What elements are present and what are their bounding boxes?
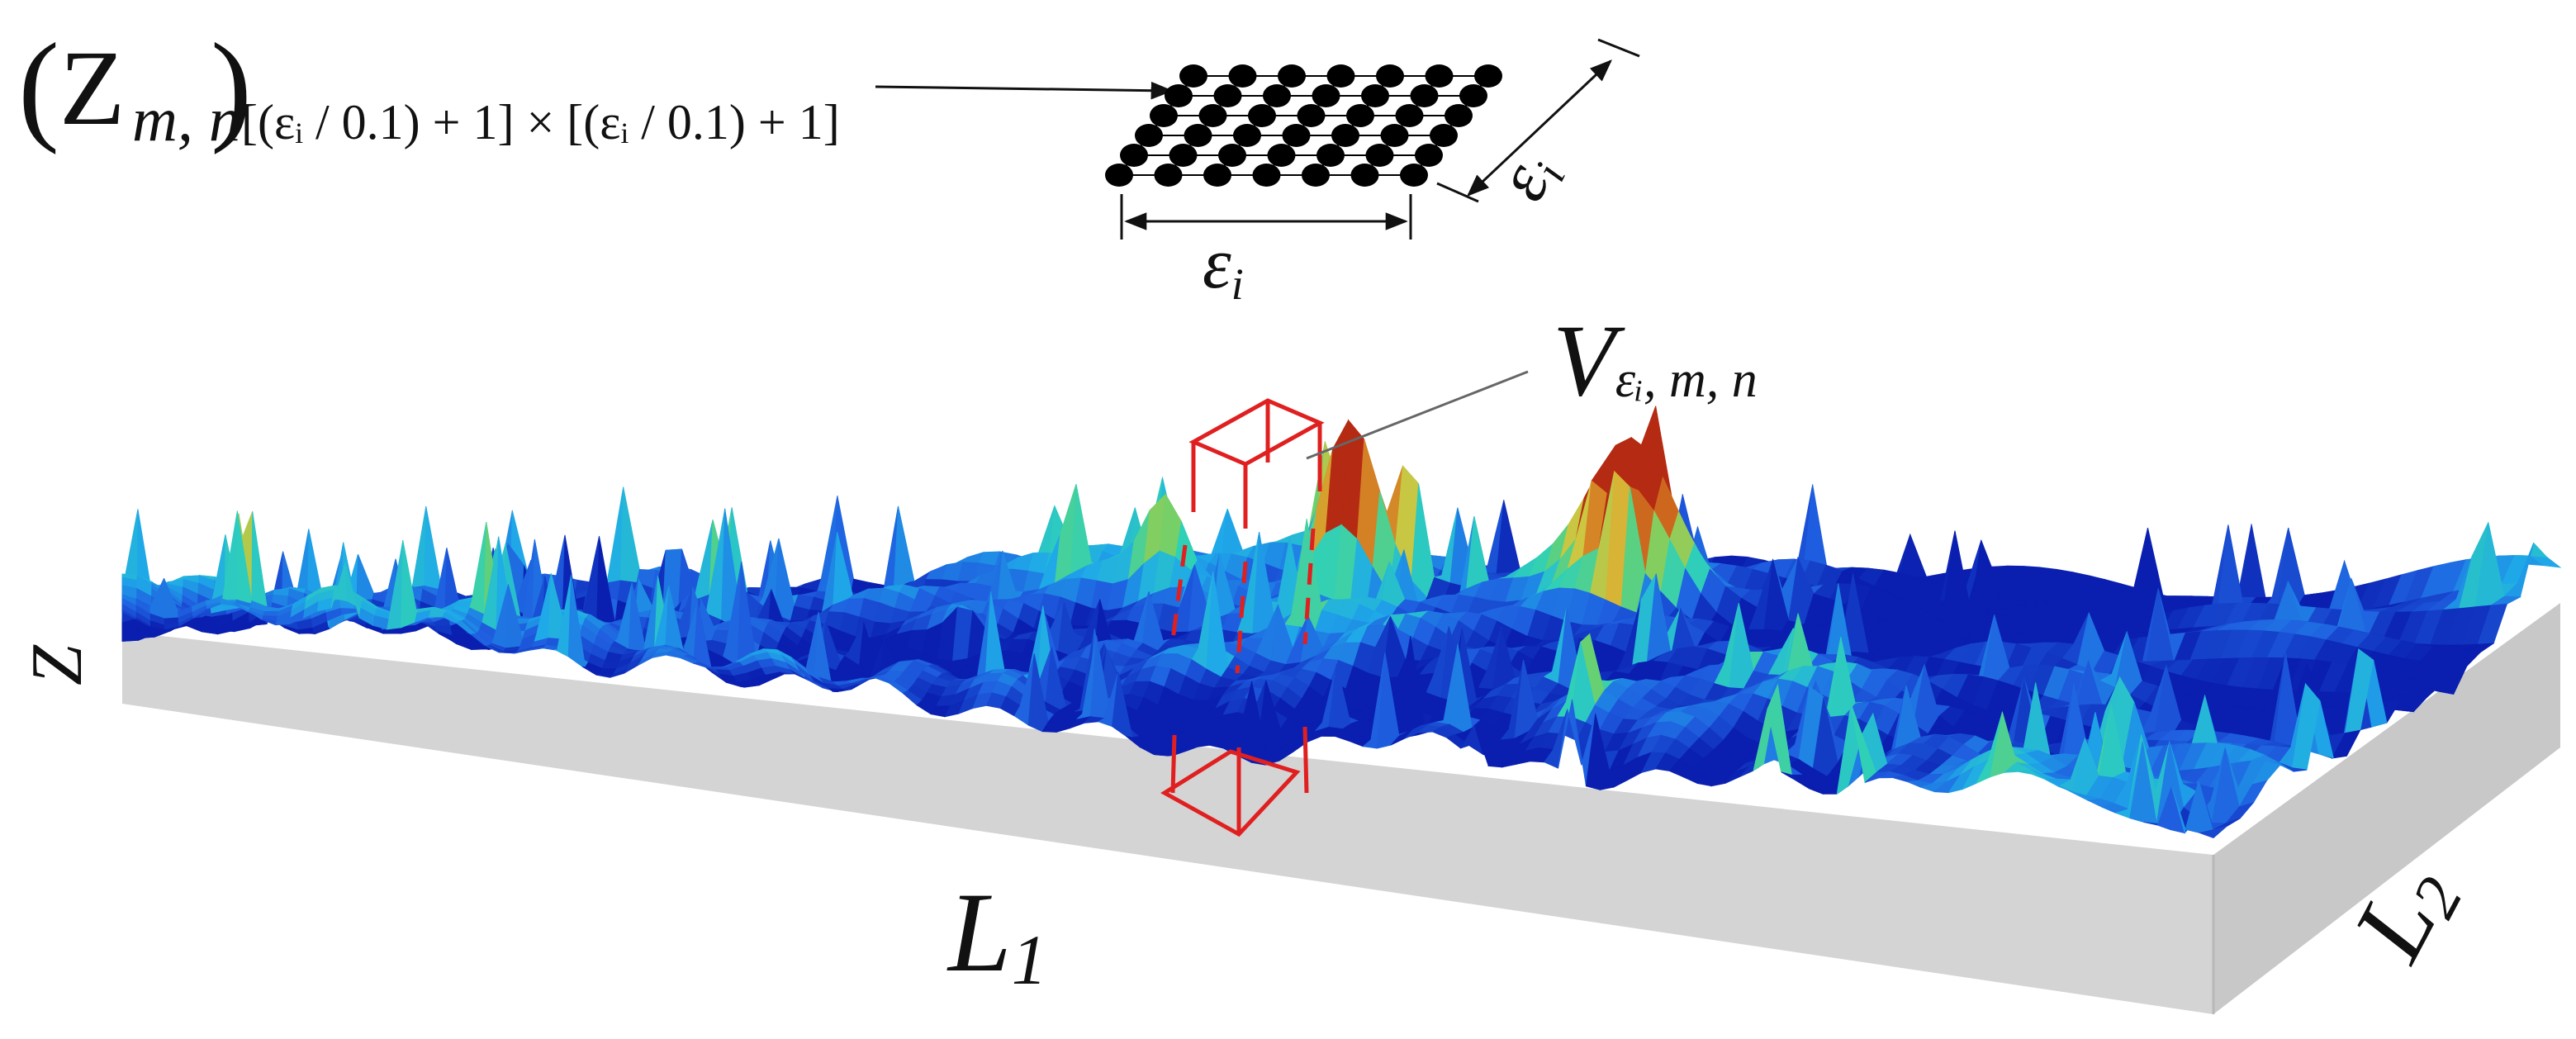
grid-dot <box>1169 144 1198 167</box>
grid-dot <box>1459 84 1487 107</box>
base-right-face <box>2213 603 2560 1014</box>
grid-width-dimension: εi <box>1120 194 1412 309</box>
base-front-face <box>122 632 2213 1014</box>
volume-box <box>1160 398 1325 837</box>
formula-base-symbol: Z <box>59 29 125 148</box>
grid-dot <box>1445 104 1473 127</box>
formula-close-paren: ) <box>211 18 252 155</box>
rough-surface <box>121 406 2562 839</box>
surface-facet <box>469 522 487 615</box>
z-axis-label: Z <box>17 644 97 686</box>
grid-dot <box>1233 124 1261 147</box>
grid-dot <box>1213 84 1242 107</box>
grid-dot <box>1331 124 1359 147</box>
grid-dot <box>1263 84 1291 107</box>
grid-depth-arrow <box>1467 59 1612 197</box>
grid-dot <box>1326 64 1355 88</box>
grid-dot <box>1365 144 1394 167</box>
grid-dot <box>1282 124 1311 147</box>
grid-dot <box>1376 64 1404 88</box>
sampling-dot-grid <box>1105 64 1502 187</box>
grid-dot <box>1425 64 1454 88</box>
grid-dot <box>1316 144 1345 167</box>
formula-to-grid-arrow <box>875 81 1174 100</box>
surface-facet <box>619 486 640 583</box>
l1-axis-label: L1 <box>946 869 1047 999</box>
grid-dot <box>1150 104 1178 127</box>
grid-dot <box>1430 124 1458 147</box>
grid-dot <box>1350 164 1379 187</box>
grid-dot <box>1278 64 1306 88</box>
surface-base-block <box>122 603 2560 1014</box>
volume-box-bottom <box>1160 749 1301 837</box>
formula-matrix-size: [(εᵢ / 0.1) + 1] × [(εᵢ / 0.1) + 1] <box>241 95 840 149</box>
formula: ( Z m, n ) [(εᵢ / 0.1) + 1] × [(εᵢ / 0.1… <box>18 18 840 155</box>
volume-box-top <box>1188 398 1325 467</box>
grid-dot <box>1380 124 1409 147</box>
grid-dot <box>1154 164 1183 187</box>
grid-dot <box>1302 164 1330 187</box>
grid-dot <box>1228 64 1257 88</box>
surface-facet <box>604 486 624 584</box>
grid-dot <box>1400 164 1428 187</box>
grid-dot <box>1120 144 1148 167</box>
grid-dot <box>1312 84 1340 107</box>
grid-dot <box>1179 64 1207 88</box>
grid-dot <box>1474 64 1502 88</box>
surface-facet <box>2198 826 2227 839</box>
formula-base-subscript: m, n <box>132 85 240 154</box>
grid-width-label: εi <box>1203 224 1244 309</box>
grid-depth-dimension: εi <box>1436 38 1640 215</box>
grid-dot <box>1184 124 1212 147</box>
grid-dot <box>1267 144 1296 167</box>
grid-dot <box>1248 104 1276 127</box>
grid-dot <box>1415 144 1443 167</box>
grid-dot <box>1252 164 1281 187</box>
grid-dot <box>1203 164 1231 187</box>
formula-open-paren: ( <box>18 18 59 155</box>
surface-facet <box>251 511 268 609</box>
grid-dot <box>1297 104 1326 127</box>
grid-dot <box>1135 124 1163 147</box>
surface-facet <box>424 506 443 593</box>
surface-facet <box>356 553 374 601</box>
volume-box-dash <box>1170 544 1188 641</box>
volume-label-leader <box>1306 370 1529 460</box>
grid-dot <box>1165 84 1193 107</box>
grid-depth-label: εi <box>1481 140 1575 215</box>
grid-dot <box>1410 84 1439 107</box>
grid-dot <box>1198 104 1227 127</box>
volume-label: Vεᵢ, m, n <box>1553 304 1758 417</box>
surface-facet <box>263 607 280 612</box>
grid-dot <box>1218 144 1246 167</box>
grid-dot <box>1395 104 1424 127</box>
grid-dot <box>1105 164 1133 187</box>
grid-dot <box>1346 104 1374 127</box>
grid-dot <box>1361 84 1389 107</box>
